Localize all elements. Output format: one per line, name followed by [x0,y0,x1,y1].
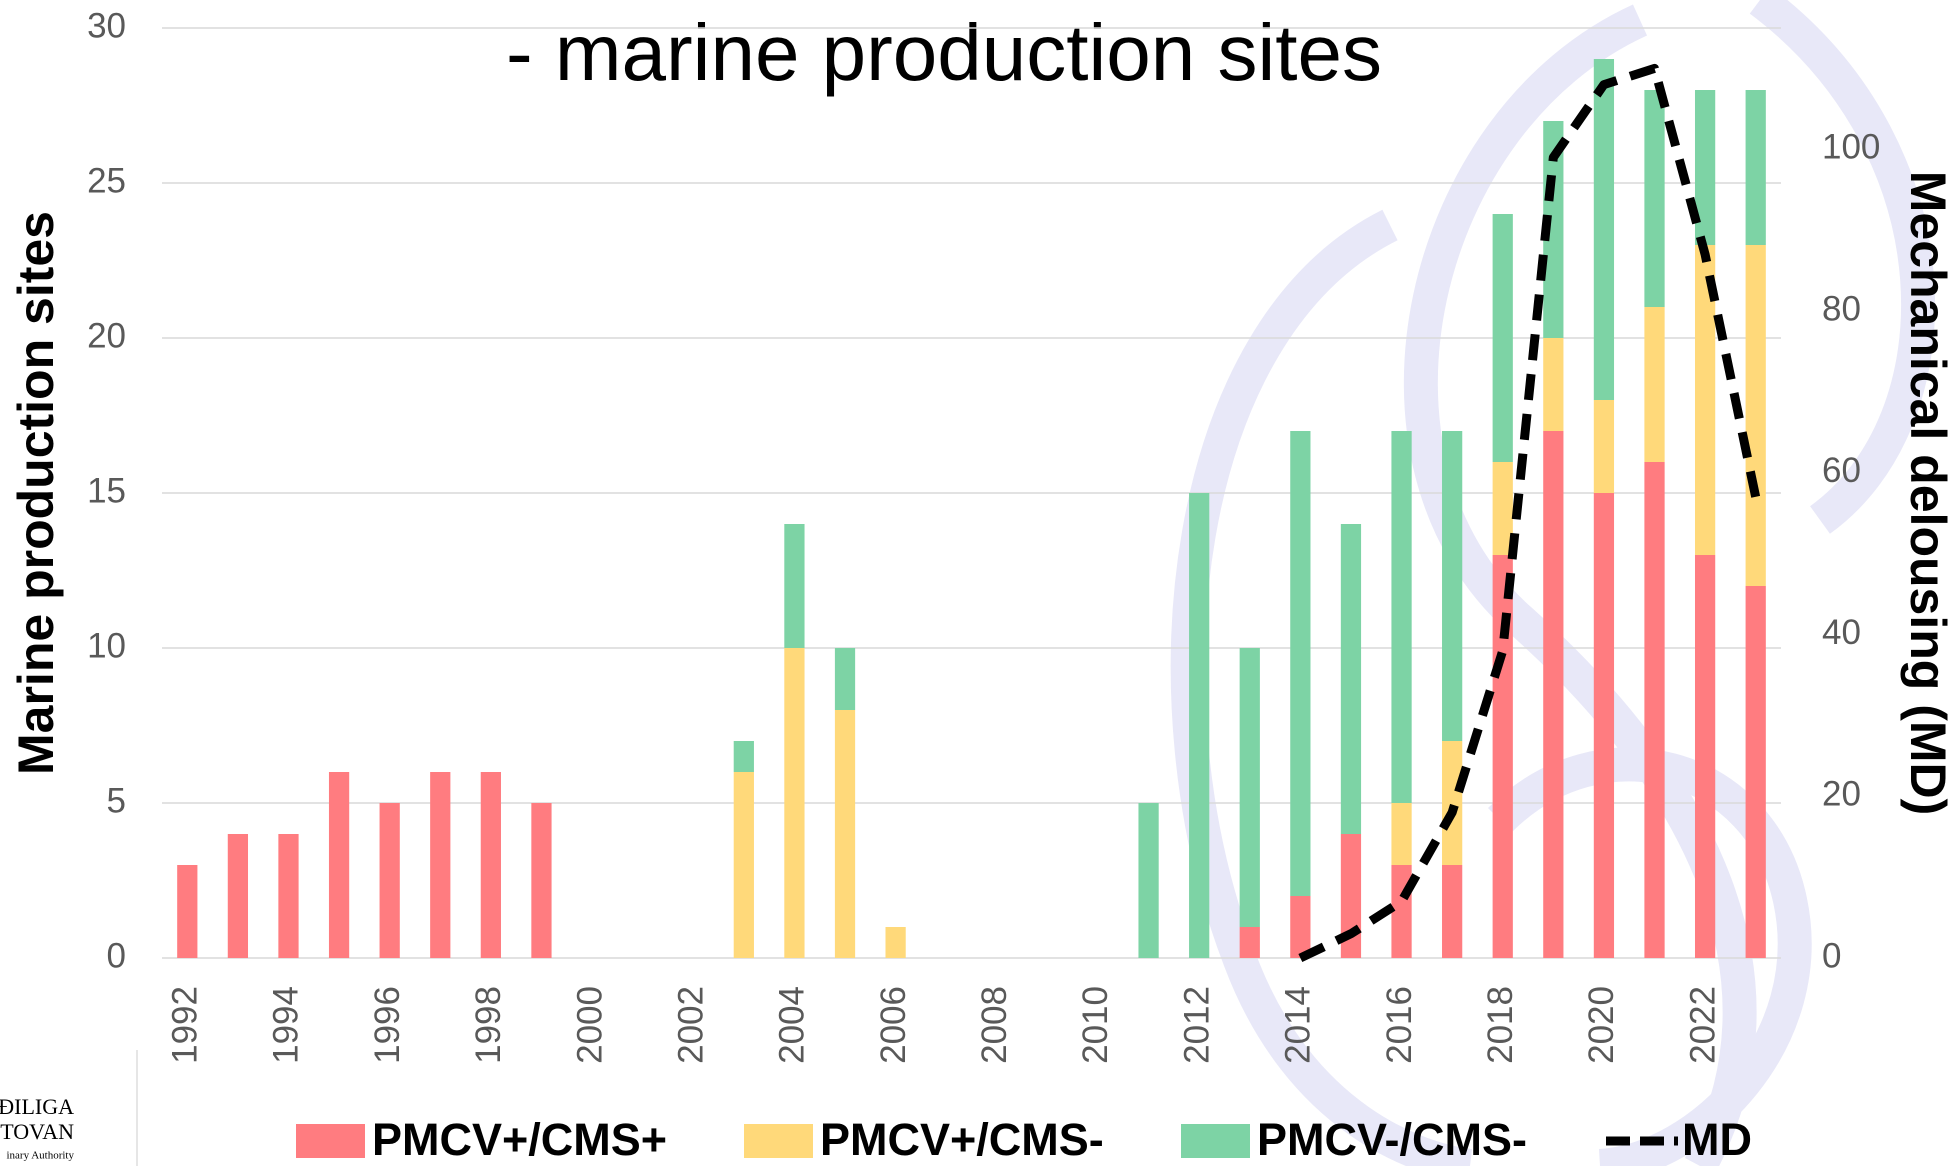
legend-swatch [1181,1124,1250,1158]
x-tick-label: 1996 [368,986,407,1064]
x-tick-label: 1998 [469,986,508,1064]
x-tick-label: 2010 [1076,986,1115,1064]
x-tick-label: 2018 [1481,986,1520,1064]
bar-segment [1391,803,1411,865]
x-tick-label: 2006 [874,986,913,1064]
bar-segment [481,772,501,958]
y2-tick-label: 60 [1822,451,1861,490]
x-tick-label: 2014 [1279,986,1318,1064]
y-tick-label: 10 [87,626,126,665]
bar-segment [1138,803,1158,958]
chart: - marine production sites Marine product… [0,0,1959,1166]
page: {"chart_data": {"type": "bar", "stacked"… [0,0,1959,1166]
y-tick-label: 30 [87,6,126,45]
y-tick-label: 20 [87,316,126,355]
bar-segment [1746,245,1766,586]
bar-segment [835,648,855,710]
x-tick-label: 2000 [570,986,609,1064]
legend-swatch [296,1124,365,1158]
bar-segment [1644,307,1664,462]
bar-segment [784,524,804,648]
bar-segment [1290,431,1310,896]
y2-tick-label: 100 [1822,128,1880,167]
bar-segment [430,772,450,958]
y-tick-label: 0 [107,936,126,975]
bar-segment [1290,896,1310,958]
bar-segment [531,803,551,958]
x-tick-label: 2008 [975,986,1014,1064]
x-tick-label: 2002 [671,986,710,1064]
bar-segment [380,803,400,958]
bar-segment [885,927,905,958]
bar-segment [1493,214,1513,462]
x-tick-label: 1994 [267,986,306,1064]
legend-label: PMCV+/CMS- [820,1114,1104,1165]
bar-segment [1240,648,1260,927]
bar-segment [1543,338,1563,431]
bar-segment [1594,59,1614,400]
x-tick-label: 2022 [1683,986,1722,1064]
bar-segment [329,772,349,958]
y2-tick-label: 40 [1822,613,1861,652]
bar-segment [1594,493,1614,958]
y-tick-label: 5 [107,781,126,820]
y2-tick-label: 80 [1822,289,1861,328]
bar-segment [1341,524,1361,834]
bar-segment [734,772,754,958]
bar-segment [1746,586,1766,958]
legend-label: MD [1682,1114,1752,1165]
bar-segment [1695,555,1715,958]
bar-segment [1391,431,1411,803]
y-axis-title: Marine production sites [8,211,64,775]
bar-segment [835,710,855,958]
y2-tick-label: 20 [1822,775,1861,814]
y-tick-label: 15 [87,471,126,510]
logo-text: TOVAN [0,1119,74,1144]
x-tick-label: 2016 [1380,986,1419,1064]
bar-segment [1442,431,1462,741]
bar-segment [1644,462,1664,958]
bar-segment [1543,431,1563,958]
bar-segment [1442,741,1462,865]
bar-segment [1442,865,1462,958]
bar-segment [1391,865,1411,958]
x-tick-label: 2012 [1177,986,1216,1064]
bar-segment [278,834,298,958]
bar-segment [784,648,804,958]
bar-segment [228,834,248,958]
x-tick-label: 1992 [166,986,205,1064]
y2-axis-title: Mechanical delousing (MD) [1900,171,1956,816]
bar-segment [1189,493,1209,958]
legend-label: PMCV-/CMS- [1257,1114,1527,1165]
logo-text: inary Authority [6,1150,74,1162]
bar-segment [1240,927,1260,958]
legend-swatch [744,1124,813,1158]
y2-tick-label: 0 [1822,936,1841,975]
bar-segment [1594,400,1614,493]
bar-segment [734,741,754,772]
y-tick-label: 25 [87,161,126,200]
watermark-curve [1760,0,1918,520]
chart-title: - marine production sites [506,8,1382,97]
legend-label: PMCV+/CMS+ [372,1114,667,1165]
bar-segment [1644,90,1664,307]
logo-text: ĐILIGA [0,1094,74,1119]
bar-segment [1746,90,1766,245]
x-tick-label: 2020 [1582,986,1621,1064]
bar-segment [177,865,197,958]
x-tick-label: 2004 [773,986,812,1064]
